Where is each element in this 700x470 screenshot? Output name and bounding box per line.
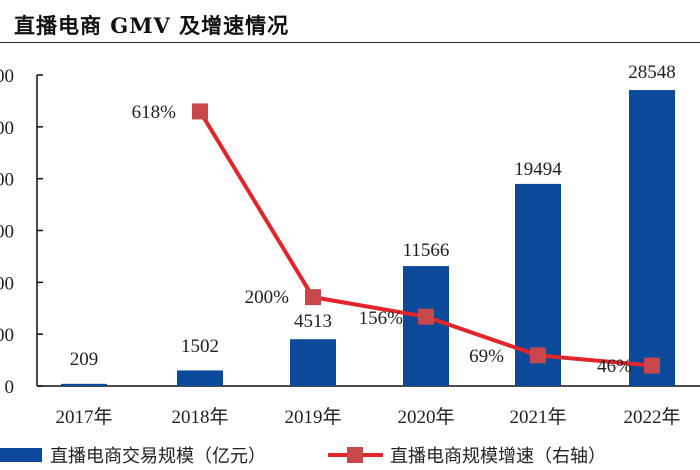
- bar-value-label: 28548: [628, 62, 676, 83]
- bar-value-label: 11566: [403, 240, 450, 261]
- growth-marker: [418, 308, 434, 325]
- growth-value-label: 156%: [359, 308, 404, 329]
- legend-bar-swatch: [0, 448, 42, 462]
- left-axis-tick-label: 15000: [0, 222, 14, 243]
- bar: [403, 266, 449, 386]
- growth-marker: [644, 357, 660, 374]
- left-axis-tick-label: 25000: [0, 118, 14, 139]
- x-tick-label: 2018年: [171, 406, 228, 428]
- title-divider: [0, 42, 700, 43]
- growth-value-label: 46%: [597, 356, 632, 377]
- growth-value-label: 200%: [245, 287, 290, 308]
- growth-marker: [530, 347, 546, 364]
- bar-value-label: 4513: [294, 311, 332, 332]
- bar-value-label: 209: [70, 349, 99, 370]
- bar: [177, 370, 223, 386]
- bar-value-label: 19494: [514, 159, 562, 180]
- left-axis-tick-label: 20000: [0, 170, 14, 191]
- x-tick-label: 2022年: [623, 406, 680, 428]
- x-tick-label: 2020年: [397, 406, 454, 428]
- growth-value-label: 618%: [132, 102, 177, 123]
- bar: [61, 383, 107, 386]
- bar: [290, 339, 336, 386]
- x-tick-label: 2017年: [55, 406, 112, 428]
- bar-value-label: 1502: [181, 336, 219, 357]
- legend-bar-label: 直播电商交易规模（亿元）: [50, 446, 266, 466]
- growth-value-label: 69%: [469, 346, 504, 367]
- x-tick-label: 2021年: [509, 406, 566, 428]
- left-axis-tick-label: 30000: [0, 66, 14, 87]
- growth-marker: [305, 289, 321, 306]
- left-axis-tick-label: 5000: [0, 325, 14, 346]
- chart-title: 直播电商 GMV 及增速情况: [14, 13, 290, 38]
- growth-marker: [192, 103, 208, 120]
- bar: [629, 90, 675, 386]
- legend-line-label: 直播电商规模增速（右轴）: [390, 446, 606, 466]
- x-tick-label: 2019年: [284, 406, 341, 428]
- legend-line-marker: [347, 447, 363, 463]
- left-axis-tick-label: 0: [5, 377, 15, 398]
- left-axis-tick-label: 10000: [0, 273, 14, 294]
